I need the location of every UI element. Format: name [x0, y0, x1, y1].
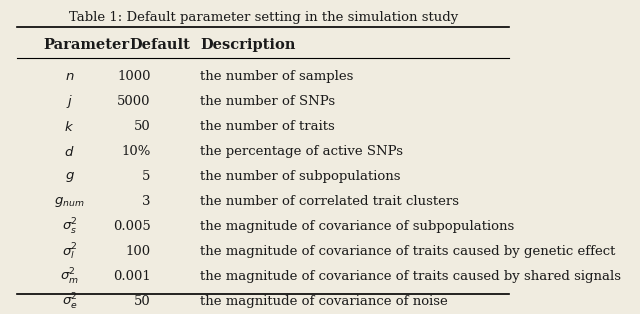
Text: the percentage of active SNPs: the percentage of active SNPs	[200, 145, 403, 158]
Text: Table 1: Default parameter setting in the simulation study: Table 1: Default parameter setting in th…	[68, 11, 458, 24]
Text: Parameter: Parameter	[44, 38, 129, 52]
Text: 3: 3	[142, 195, 150, 208]
Text: $\sigma_s^2$: $\sigma_s^2$	[61, 217, 77, 237]
Text: the magnitude of covariance of subpopulations: the magnitude of covariance of subpopula…	[200, 220, 515, 233]
Text: $\sigma_e^2$: $\sigma_e^2$	[61, 292, 77, 312]
Text: the number of traits: the number of traits	[200, 120, 335, 133]
Text: 50: 50	[134, 120, 150, 133]
Text: 0.001: 0.001	[113, 270, 150, 283]
Text: the number of samples: the number of samples	[200, 70, 354, 83]
Text: $\sigma_l^2$: $\sigma_l^2$	[61, 241, 77, 262]
Text: the magnitude of covariance of noise: the magnitude of covariance of noise	[200, 295, 448, 308]
Text: the magnitude of covariance of traits caused by genetic effect: the magnitude of covariance of traits ca…	[200, 245, 616, 258]
Text: 1000: 1000	[117, 70, 150, 83]
Text: 0.005: 0.005	[113, 220, 150, 233]
Text: Description: Description	[200, 38, 296, 52]
Text: the number of SNPs: the number of SNPs	[200, 95, 335, 108]
Text: $d$: $d$	[64, 145, 75, 159]
Text: $k$: $k$	[65, 120, 74, 134]
Text: the number of correlated trait clusters: the number of correlated trait clusters	[200, 195, 460, 208]
Text: 100: 100	[125, 245, 150, 258]
Text: 50: 50	[134, 295, 150, 308]
Text: $g_{num}$: $g_{num}$	[54, 195, 84, 208]
Text: $n$: $n$	[65, 70, 74, 83]
Text: Default: Default	[130, 38, 191, 52]
Text: 5000: 5000	[117, 95, 150, 108]
Text: $g$: $g$	[65, 170, 74, 184]
Text: the number of subpopulations: the number of subpopulations	[200, 170, 401, 183]
Text: 10%: 10%	[122, 145, 150, 158]
Text: $\sigma_m^2$: $\sigma_m^2$	[60, 267, 79, 287]
Text: $j$: $j$	[66, 93, 73, 110]
Text: the magnitude of covariance of traits caused by shared signals: the magnitude of covariance of traits ca…	[200, 270, 621, 283]
Text: 5: 5	[142, 170, 150, 183]
